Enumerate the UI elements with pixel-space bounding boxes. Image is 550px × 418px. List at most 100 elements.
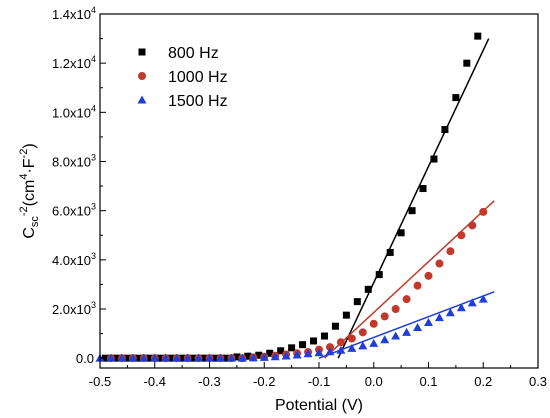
legend-marker <box>138 48 146 56</box>
data-point <box>266 349 274 357</box>
data-points <box>95 32 488 363</box>
data-point <box>145 354 153 362</box>
y-label-base: C <box>21 227 38 239</box>
y-label-unit-close: ) <box>21 143 38 148</box>
data-point <box>325 347 335 356</box>
data-point <box>408 207 416 215</box>
x-tick-label: 0.3 <box>529 374 547 389</box>
data-point <box>189 354 197 362</box>
data-point <box>178 354 186 362</box>
x-tick-label: -0.3 <box>198 374 220 389</box>
data-point <box>106 353 116 362</box>
fit-lines <box>318 38 495 359</box>
data-point <box>211 354 219 362</box>
x-tick-label: 0.0 <box>365 374 383 389</box>
y-axis-label: Csc-2(cm4·F-2) <box>18 143 41 238</box>
y-tick-label: 0.0 <box>76 351 94 366</box>
y-tick-label: 2.0x103 <box>52 300 96 317</box>
data-point <box>478 294 488 303</box>
data-point <box>419 185 427 193</box>
data-point <box>456 303 466 312</box>
data-point <box>479 207 488 216</box>
data-point <box>183 353 193 362</box>
data-point <box>205 353 214 362</box>
y-label-unit-superscript-2: -2 <box>18 149 30 159</box>
y-axis-ticks: 0.0 2.0x103 4.0x103 6.0x103 8.0x103 1.0x104 1.… <box>52 5 106 366</box>
data-point <box>375 271 383 279</box>
data-point <box>467 298 477 307</box>
data-point <box>222 354 230 362</box>
y-label-superscript: -2 <box>18 206 30 216</box>
y-label-unit-superscript: 4 <box>18 174 30 180</box>
y-tick-label: 4.0x103 <box>52 251 96 268</box>
data-point <box>347 343 357 352</box>
data-point <box>314 348 324 357</box>
x-tick-label: -0.5 <box>89 374 111 389</box>
series-1500-hz <box>95 294 488 362</box>
data-point <box>474 32 482 40</box>
plot-frame <box>99 13 539 369</box>
data-point <box>233 353 241 361</box>
series-800-hz <box>101 32 482 362</box>
data-point <box>310 337 318 345</box>
x-axis-ticks: -0.5 -0.4 -0.3 -0.2 -0.1 0.0 0.1 0.2 0.3 <box>89 362 547 389</box>
fit-line <box>318 291 495 359</box>
data-point <box>391 305 400 313</box>
data-point <box>270 352 280 361</box>
data-point <box>331 322 339 330</box>
fit-line <box>337 38 490 359</box>
x-tick-label: 0.2 <box>474 374 492 389</box>
data-point <box>277 347 285 355</box>
data-point <box>386 248 394 256</box>
data-point <box>457 231 466 240</box>
data-point <box>167 354 175 362</box>
data-point <box>434 313 444 322</box>
legend: 800 Hz 1000 Hz 1500 Hz <box>137 45 228 110</box>
data-point <box>468 221 477 230</box>
data-point <box>369 319 378 328</box>
data-point <box>320 332 328 340</box>
data-point <box>161 353 171 362</box>
data-point <box>336 338 345 347</box>
x-tick-label: -0.4 <box>144 374 166 389</box>
data-point <box>369 338 379 347</box>
data-point <box>380 312 389 321</box>
data-point <box>430 155 438 163</box>
data-point <box>200 354 208 362</box>
data-point <box>402 327 412 336</box>
data-point <box>255 351 263 359</box>
data-point <box>288 344 296 352</box>
data-point <box>237 353 247 362</box>
data-point <box>244 352 252 360</box>
data-point <box>281 351 291 360</box>
data-point <box>325 343 334 352</box>
data-point <box>299 341 307 349</box>
x-axis-label: Potential (V) <box>275 397 363 414</box>
data-point <box>424 318 433 327</box>
legend-marker <box>137 95 147 104</box>
data-point <box>347 334 356 343</box>
data-point <box>172 353 182 362</box>
data-point <box>303 349 313 358</box>
data-point <box>150 353 160 362</box>
legend-marker <box>138 72 146 80</box>
data-point <box>292 350 302 359</box>
legend-label: 1500 Hz <box>168 93 228 110</box>
data-point <box>358 341 368 350</box>
data-point <box>358 328 367 337</box>
data-point <box>413 281 422 290</box>
y-tick-label: 1.4x104 <box>52 5 96 22</box>
y-label-subscript: sc <box>29 216 41 228</box>
data-point <box>364 285 372 293</box>
y-tick-label: 6.0x103 <box>52 202 96 219</box>
data-point <box>248 353 258 362</box>
data-point <box>336 345 346 354</box>
data-point <box>123 354 131 362</box>
fit-line <box>323 200 495 359</box>
data-point <box>139 353 149 362</box>
x-tick-label: 0.1 <box>419 374 437 389</box>
data-point <box>342 311 350 319</box>
data-point <box>134 354 142 362</box>
data-point <box>380 335 390 344</box>
